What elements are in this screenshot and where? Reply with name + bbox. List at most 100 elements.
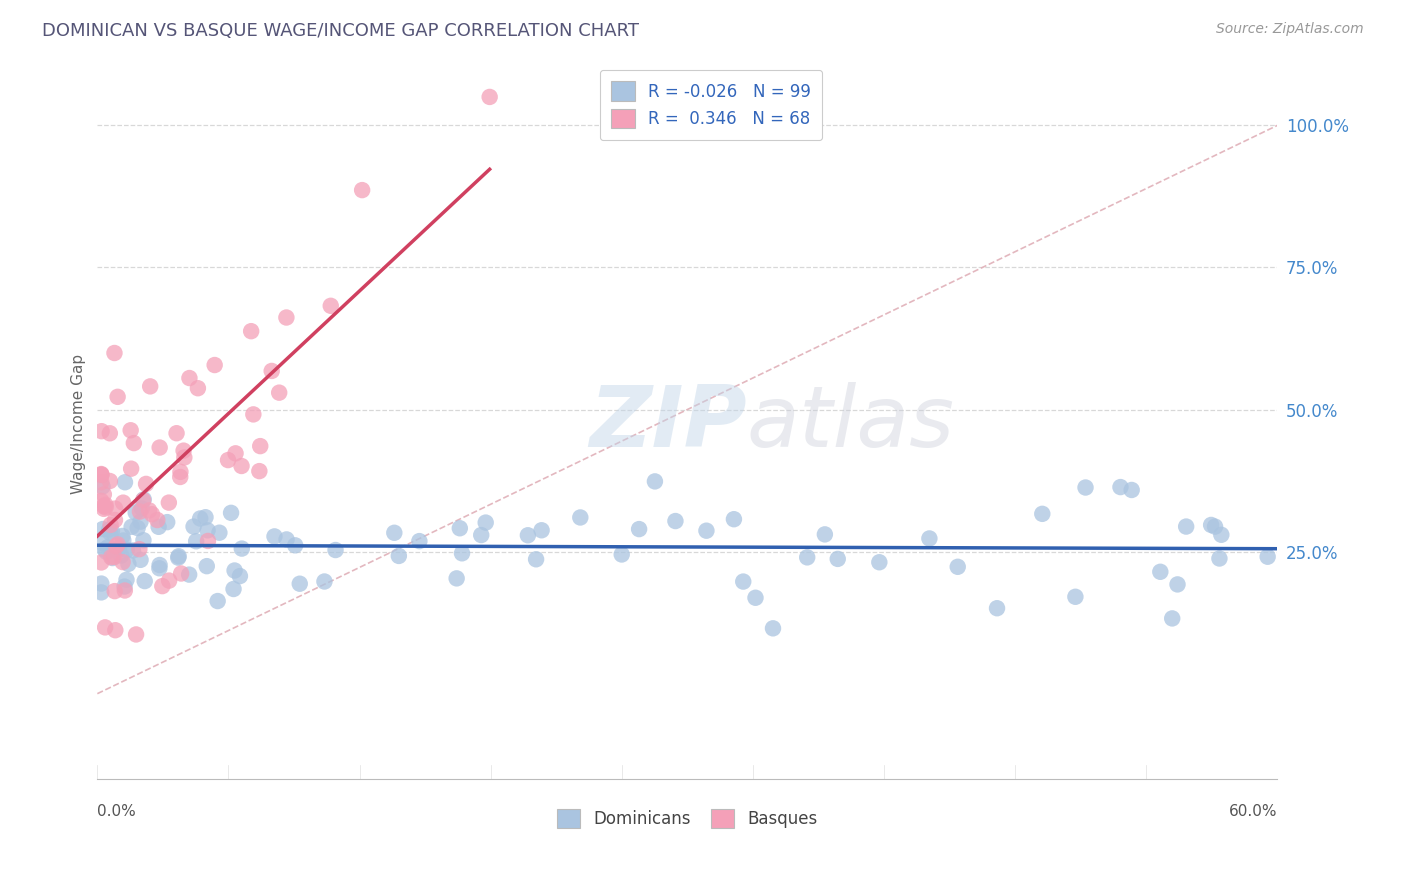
Point (98, 523, 121, 537)
Legend: Dominicans, Basques: Dominicans, Basques (550, 802, 825, 835)
Point (827, 552, 849, 566)
Point (100, 550, 122, 565)
Point (129, 515, 152, 529)
Point (138, 503, 160, 517)
Point (150, 579, 173, 593)
Point (139, 379, 162, 393)
Point (231, 458, 253, 473)
Point (94, 500, 117, 515)
Point (610, 548, 633, 562)
Point (644, 475, 666, 489)
Point (451, 546, 474, 560)
Point (115, 542, 138, 557)
Point (93, 487, 115, 501)
Point (352, 183, 374, 197)
Point (408, 534, 430, 549)
Point (103, 549, 125, 564)
Point (695, 524, 717, 538)
Text: 0.0%: 0.0% (97, 805, 136, 820)
Point (173, 443, 195, 458)
Point (101, 524, 124, 538)
Point (129, 504, 152, 518)
Point (93, 499, 115, 513)
Point (1199, 518, 1222, 533)
Point (107, 537, 129, 551)
Point (115, 573, 138, 587)
Point (127, 521, 149, 535)
Point (530, 523, 553, 537)
Point (188, 511, 211, 525)
Point (149, 558, 172, 572)
Point (114, 475, 136, 490)
Point (156, 515, 179, 529)
Point (169, 470, 191, 484)
Point (98, 474, 121, 488)
Point (474, 516, 496, 530)
Point (240, 324, 263, 338)
Point (197, 533, 219, 548)
Point (183, 519, 205, 533)
Point (135, 477, 157, 491)
Point (90, 556, 112, 570)
Point (1204, 519, 1226, 533)
Point (128, 542, 150, 557)
Point (169, 465, 191, 479)
Point (1175, 519, 1198, 533)
Point (217, 453, 239, 467)
Point (101, 551, 124, 566)
Point (314, 574, 336, 589)
Text: Source: ZipAtlas.com: Source: ZipAtlas.com (1216, 22, 1364, 37)
Point (104, 584, 127, 599)
Point (103, 346, 125, 360)
Point (1257, 549, 1279, 564)
Point (122, 543, 145, 558)
Point (197, 524, 219, 538)
Point (120, 423, 142, 437)
Point (569, 510, 592, 524)
Point (91, 479, 114, 493)
Point (121, 520, 143, 534)
Point (91, 522, 114, 536)
Point (195, 559, 218, 574)
Point (141, 507, 163, 521)
Point (222, 582, 245, 596)
Point (723, 512, 745, 526)
Point (90, 467, 112, 482)
Point (90, 585, 112, 599)
Point (744, 591, 766, 605)
Point (249, 439, 271, 453)
Point (762, 621, 785, 635)
Point (187, 381, 209, 395)
Point (111, 529, 134, 543)
Point (260, 364, 283, 378)
Point (1031, 507, 1053, 521)
Point (107, 390, 129, 404)
Point (284, 538, 307, 552)
Point (167, 550, 190, 565)
Point (112, 533, 135, 548)
Point (219, 506, 242, 520)
Point (117, 557, 139, 571)
Point (157, 495, 180, 509)
Point (814, 527, 837, 541)
Point (131, 501, 153, 516)
Point (93, 542, 115, 557)
Point (1064, 590, 1087, 604)
Point (105, 539, 128, 553)
Point (388, 549, 411, 563)
Point (179, 371, 201, 385)
Point (225, 446, 247, 460)
Point (796, 550, 818, 565)
Point (1166, 577, 1188, 591)
Point (516, 528, 538, 542)
Point (104, 624, 127, 638)
Point (269, 385, 291, 400)
Point (1121, 483, 1143, 497)
Point (1149, 565, 1171, 579)
Point (93, 501, 115, 516)
Point (98, 426, 121, 441)
Point (1208, 551, 1230, 566)
Point (134, 574, 156, 588)
Text: atlas: atlas (747, 382, 955, 466)
Point (1074, 481, 1097, 495)
